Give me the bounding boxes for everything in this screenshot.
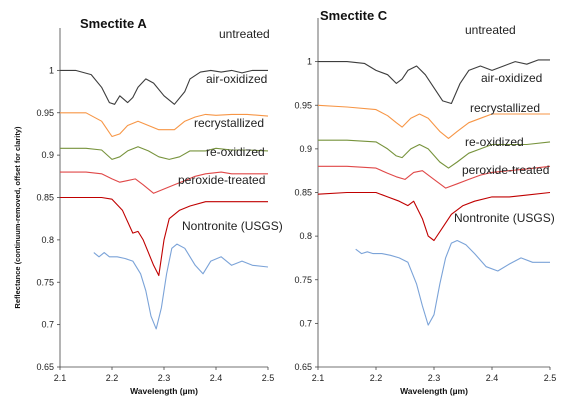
series-label: air-oxidized: [206, 72, 267, 86]
y-tick-label: 0.65: [36, 362, 54, 372]
x-axis-label: Wavelength (µm): [400, 386, 468, 396]
y-tick-label: 0.85: [294, 188, 312, 198]
y-tick-label: 0.8: [41, 235, 54, 245]
series-line-4: [317, 191, 551, 242]
y-axis-label: Reflectance (continuum-removed, offset f…: [13, 126, 22, 309]
series-label: re-oxidized: [465, 135, 524, 149]
series-line-4: [60, 196, 268, 277]
series-label: Nontronite (USGS): [182, 219, 283, 233]
y-tick-label: 0.9: [299, 144, 312, 154]
x-tick-label: 2.4: [486, 373, 499, 383]
series-line-0: [318, 59, 550, 105]
series-label: air-oxidized: [481, 71, 542, 85]
series-label: peroxide-treated: [462, 163, 549, 177]
chart-title: Smectite A: [80, 16, 147, 31]
series-line-1: [60, 112, 269, 138]
series-line-3: [318, 165, 551, 189]
y-tick-label: 0.8: [299, 231, 312, 241]
y-tick-label: 0.65: [294, 362, 312, 372]
y-tick-label: 0.85: [36, 193, 54, 203]
x-tick-label: 2.3: [428, 373, 441, 383]
x-tick-label: 2.3: [158, 373, 171, 383]
series-label: untreated: [465, 23, 516, 37]
y-tick-label: 0.75: [294, 275, 312, 285]
series-line-2: [60, 146, 269, 160]
y-tick-label: 1: [49, 65, 54, 75]
series-line-0: [60, 69, 268, 105]
series-label: recrystallized: [470, 101, 540, 115]
series-label: recrystallized: [194, 116, 264, 130]
chart-smectite-a: 0.65 0.7 0.75 0.8 0.85 0.9 0.95 1 2.1 2.2 2.3 2.4 2.…: [13, 16, 283, 396]
x-tick-label: 2.1: [54, 373, 67, 383]
series-line-2: [318, 139, 551, 169]
y-tick-label: 1: [307, 57, 312, 67]
series-label: Nontronite (USGS): [454, 211, 555, 225]
series-line-5: [93, 243, 269, 330]
y-tick-label: 0.95: [294, 100, 312, 110]
series-line-3: [60, 171, 268, 194]
series-label: peroxide-treated: [178, 173, 265, 187]
x-tick-label: 2.4: [210, 373, 223, 383]
x-tick-label: 2.5: [262, 373, 275, 383]
x-tick-label: 2.2: [106, 373, 119, 383]
series-line-5: [355, 239, 550, 326]
y-tick-label: 0.7: [299, 318, 312, 328]
series-line-1: [317, 104, 550, 139]
x-tick-label: 2.2: [370, 373, 383, 383]
series-label: untreated: [219, 27, 270, 41]
series-label: re-oxidized: [206, 145, 265, 159]
chart-smectite-c: 0.65 0.7 0.75 0.8 0.85 0.9 0.95 1 2.1 2.2 2.3 2.4 2.…: [294, 8, 556, 396]
x-axis-label: Wavelength (µm): [130, 386, 198, 396]
y-tick-label: 0.75: [36, 277, 54, 287]
y-tick-label: 0.7: [41, 320, 54, 330]
y-tick-label: 0.9: [41, 150, 54, 160]
x-tick-label: 2.1: [312, 373, 325, 383]
x-tick-label: 2.5: [544, 373, 557, 383]
chart-title: Smectite C: [320, 8, 388, 23]
y-tick-label: 0.95: [36, 108, 54, 118]
